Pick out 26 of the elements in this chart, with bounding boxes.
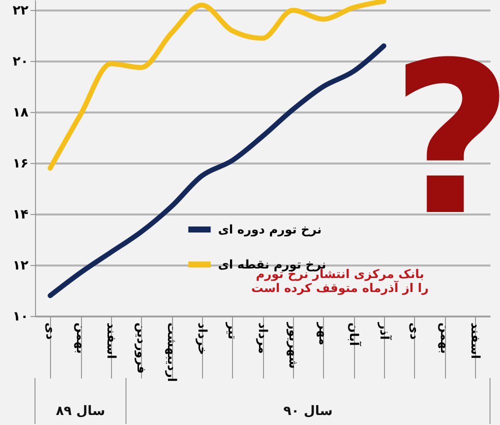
- x-tick-label: آذر: [377, 322, 392, 341]
- x-tick-label: فروردین: [134, 322, 149, 374]
- annotation: ?: [391, 17, 500, 262]
- x-tick-label: شهریور: [286, 322, 300, 369]
- text: سال ۸۹: [56, 404, 106, 419]
- x-tick-label: دی: [44, 322, 58, 340]
- y-tick-label: ۱۶: [12, 156, 28, 172]
- legend-label: نرخ تورم دوره ای: [218, 222, 322, 236]
- x-tick-label: مرداد: [256, 322, 270, 354]
- x-tick-label: خرداد: [195, 322, 210, 356]
- y-tick-label: ۱۲: [12, 258, 29, 274]
- x-tick-label: مهر: [316, 322, 331, 346]
- y-tick-label: ۱۸: [12, 106, 29, 121]
- x-tick-label: بهمن: [74, 322, 88, 354]
- x-tick-label: دی: [408, 322, 422, 340]
- x-tick-label: بهمن: [438, 322, 452, 354]
- x-tick-label: اسفند: [468, 322, 482, 359]
- y-tick-label: ۱۴: [12, 208, 29, 223]
- x-tick-label: تیر: [226, 322, 240, 340]
- y-tick-label: ۱۰: [12, 310, 28, 324]
- x-tick-label: اردیبهشت: [165, 322, 179, 382]
- y-tick-label: ۲۰: [12, 54, 28, 70]
- x-tick-label: اسفند: [104, 322, 118, 359]
- y-tick-label: ۲۲: [12, 4, 29, 19]
- x-tick-label: آبان: [347, 322, 362, 347]
- text: سال ۹۰: [283, 404, 333, 419]
